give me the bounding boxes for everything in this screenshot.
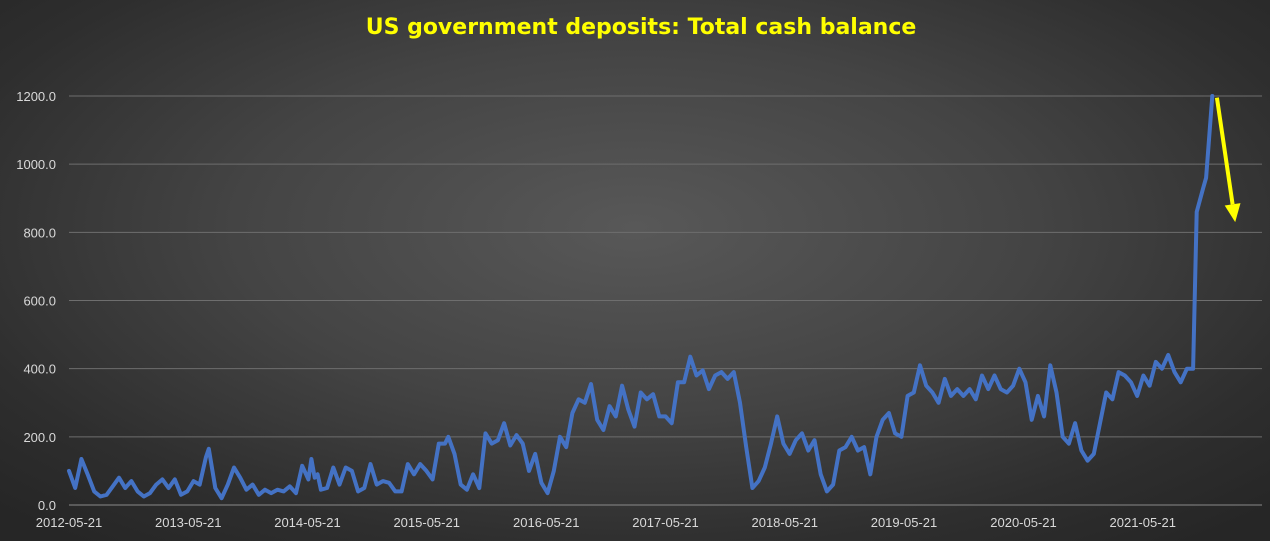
y-tick-label: 1000.0 [16, 157, 56, 172]
x-tick-label: 2015-05-21 [393, 515, 460, 530]
series-layer [67, 94, 1215, 501]
annotation-arrow-head [1224, 203, 1241, 223]
y-tick-label: 600.0 [23, 294, 56, 309]
x-tick-label: 2019-05-21 [871, 515, 938, 530]
series-line [67, 94, 1215, 501]
x-tick-label: 2017-05-21 [632, 515, 699, 530]
x-tick-label: 2020-05-21 [990, 515, 1057, 530]
chart-title: US government deposits: Total cash balan… [366, 15, 917, 40]
annotation-arrow-shaft [1214, 97, 1235, 205]
y-tick-label: 800.0 [23, 225, 56, 240]
x-tick-label: 2014-05-21 [274, 515, 341, 530]
x-tick-label: 2021-05-21 [1110, 515, 1177, 530]
y-tick-label: 1200.0 [16, 89, 56, 104]
axes: 0.0 200.0 400.0 600.0 800.0 1000.0 1200.0 2012-… [16, 89, 1262, 530]
x-tick-label: 2018-05-21 [751, 515, 818, 530]
y-tick-label: 0.0 [38, 498, 56, 513]
annotations [1214, 97, 1241, 223]
x-tick-label: 2013-05-21 [155, 515, 222, 530]
gridlines [69, 95, 1262, 438]
y-tick-label: 200.0 [23, 430, 56, 445]
x-tick-label: 2012-05-21 [36, 515, 103, 530]
y-tick-label: 400.0 [23, 362, 56, 377]
x-tick-label: 2016-05-21 [513, 515, 580, 530]
